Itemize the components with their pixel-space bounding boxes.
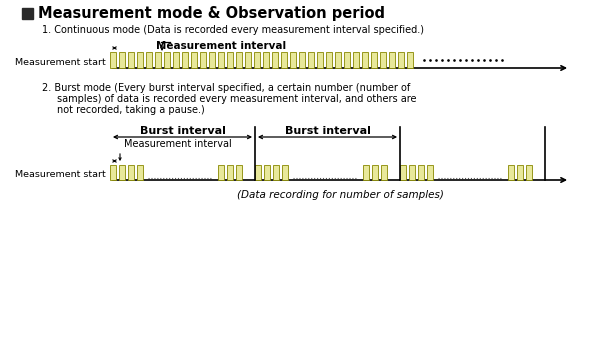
Text: Measurement start: Measurement start [15, 170, 106, 179]
Text: Burst interval: Burst interval [284, 126, 370, 136]
Text: Measurement mode & Observation period: Measurement mode & Observation period [38, 6, 385, 21]
Bar [344, 52, 350, 68]
Text: 2. Burst mode (Every burst interval specified, a certain number (number of: 2. Burst mode (Every burst interval spec… [42, 83, 410, 93]
Bar [119, 165, 125, 180]
Bar [335, 52, 341, 68]
Bar [209, 52, 215, 68]
Text: 1. Continuous mode (Data is recorded every measurement interval specified.): 1. Continuous mode (Data is recorded eve… [42, 25, 424, 35]
Bar [164, 52, 170, 68]
Bar [137, 52, 143, 68]
Text: not recorded, taking a pause.): not recorded, taking a pause.) [57, 105, 205, 115]
Bar [299, 52, 305, 68]
Bar [264, 165, 270, 180]
Bar [254, 52, 260, 68]
Bar [517, 165, 523, 180]
Bar [389, 52, 395, 68]
Bar [22, 8, 33, 19]
Bar [409, 165, 415, 180]
Bar [371, 52, 377, 68]
Bar [381, 165, 387, 180]
Bar [155, 52, 161, 68]
Bar [182, 52, 188, 68]
Bar [128, 165, 134, 180]
Text: samples) of data is recorded every measurement interval, and others are: samples) of data is recorded every measu… [57, 94, 416, 104]
Bar [191, 52, 197, 68]
Text: (Data recording for number of samples): (Data recording for number of samples) [236, 190, 443, 200]
Bar [398, 52, 404, 68]
Bar [110, 52, 116, 68]
Bar [218, 52, 224, 68]
Bar [200, 52, 206, 68]
Bar [418, 165, 424, 180]
Bar [173, 52, 179, 68]
Bar [146, 52, 152, 68]
Bar [427, 165, 433, 180]
Bar [282, 165, 288, 180]
Text: Burst interval: Burst interval [140, 126, 226, 136]
Bar [290, 52, 296, 68]
Bar [273, 165, 279, 180]
Bar [362, 52, 368, 68]
Bar [227, 165, 233, 180]
Bar [372, 165, 378, 180]
Bar [218, 165, 224, 180]
Bar [263, 52, 269, 68]
Bar [227, 52, 233, 68]
Bar [119, 52, 125, 68]
Bar [526, 165, 532, 180]
Bar [272, 52, 278, 68]
Bar [281, 52, 287, 68]
Bar [407, 52, 413, 68]
Bar [110, 165, 116, 180]
Bar [308, 52, 314, 68]
Bar [137, 165, 143, 180]
Text: Measurement start: Measurement start [15, 58, 106, 67]
Bar [236, 165, 242, 180]
Bar [353, 52, 359, 68]
Bar [400, 165, 406, 180]
Bar [245, 52, 251, 68]
Bar [317, 52, 323, 68]
Bar [380, 52, 386, 68]
Bar [363, 165, 369, 180]
Bar [128, 52, 134, 68]
Bar [508, 165, 514, 180]
Text: Measurement interval: Measurement interval [124, 139, 232, 149]
Text: Measurement interval: Measurement interval [156, 41, 286, 51]
Bar [236, 52, 242, 68]
Bar [326, 52, 332, 68]
Bar [255, 165, 261, 180]
